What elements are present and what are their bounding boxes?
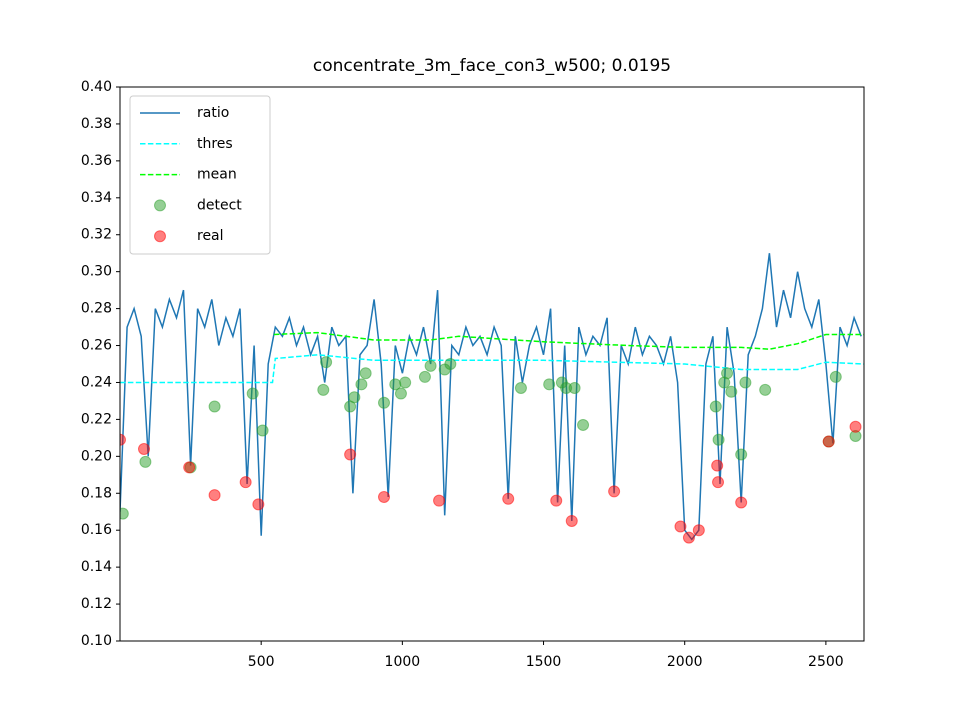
point-real xyxy=(712,476,725,489)
point-detect xyxy=(712,433,725,446)
point-real xyxy=(822,435,835,448)
point-detect xyxy=(721,367,734,380)
y-tick-label: 0.30 xyxy=(81,264,112,280)
line-ratio xyxy=(120,253,862,541)
point-detect xyxy=(543,378,556,391)
y-tick-label: 0.26 xyxy=(81,338,112,354)
point-detect xyxy=(568,382,581,395)
legend-box xyxy=(129,95,271,255)
point-real xyxy=(502,492,515,505)
plot-area xyxy=(120,253,864,544)
point-real xyxy=(550,494,563,507)
point-detect xyxy=(577,418,590,431)
point-detect xyxy=(709,400,722,413)
line-mean xyxy=(273,331,864,350)
point-detect xyxy=(424,359,437,372)
point-real xyxy=(120,433,126,446)
y-tick-label: 0.12 xyxy=(81,596,112,612)
y-tick-label: 0.34 xyxy=(81,190,112,206)
point-detect xyxy=(759,383,772,396)
y-tick-label: 0.32 xyxy=(81,227,112,243)
point-detect xyxy=(735,448,748,461)
legend-label: ratio xyxy=(197,105,229,121)
point-real xyxy=(735,496,748,509)
point-detect xyxy=(208,400,221,413)
point-detect xyxy=(256,424,269,437)
point-detect xyxy=(139,455,152,468)
point-detect xyxy=(739,376,752,389)
point-real xyxy=(682,531,695,544)
point-detect xyxy=(246,387,259,400)
point-detect xyxy=(378,396,390,409)
point-detect xyxy=(317,383,330,396)
legend-label: thres xyxy=(197,136,233,152)
x-tick-label: 500 xyxy=(248,654,275,670)
legend-marker xyxy=(154,199,166,212)
point-detect xyxy=(355,378,368,391)
point-detect xyxy=(399,376,412,389)
y-tick-label: 0.36 xyxy=(81,153,112,169)
point-detect xyxy=(394,387,407,400)
point-detect xyxy=(725,385,738,398)
point-real xyxy=(608,485,621,498)
x-tick-label: 1500 xyxy=(526,654,562,670)
y-tick-label: 0.24 xyxy=(81,374,112,390)
point-detect xyxy=(514,382,527,395)
point-detect xyxy=(120,507,129,520)
y-tick-label: 0.22 xyxy=(81,411,112,427)
x-tick-label: 1000 xyxy=(385,654,421,670)
point-real xyxy=(208,489,221,502)
line-thres xyxy=(120,354,864,384)
point-real xyxy=(239,476,252,489)
y-tick-label: 0.14 xyxy=(81,559,112,575)
legend-marker xyxy=(154,230,166,243)
point-real xyxy=(378,490,390,503)
x-tick-label: 2500 xyxy=(808,654,844,670)
y-tick-label: 0.40 xyxy=(81,79,112,95)
point-real xyxy=(252,498,265,511)
y-tick-label: 0.16 xyxy=(81,522,112,538)
point-detect xyxy=(444,358,457,370)
point-real xyxy=(138,442,150,455)
plot-frame xyxy=(119,86,865,642)
point-real xyxy=(692,524,705,537)
chart-title: concentrate_3m_face_con3_w500; 0.0195 xyxy=(313,56,671,76)
legend-label: mean xyxy=(197,167,237,183)
point-detect xyxy=(348,391,361,404)
point-real xyxy=(849,420,862,433)
legend-label: real xyxy=(197,228,224,244)
point-real xyxy=(565,514,578,527)
y-tick-label: 0.38 xyxy=(81,116,112,132)
x-tick-label: 2000 xyxy=(667,654,703,670)
point-real xyxy=(711,459,724,472)
point-real xyxy=(674,520,687,533)
point-real xyxy=(344,448,357,461)
point-detect xyxy=(359,367,372,380)
point-detect xyxy=(320,356,333,369)
point-real xyxy=(183,461,196,474)
y-tick-label: 0.18 xyxy=(81,485,112,501)
y-tick-label: 0.20 xyxy=(81,448,112,464)
legend-label: detect xyxy=(197,197,242,213)
point-real xyxy=(433,494,446,507)
point-detect xyxy=(829,370,842,383)
point-detect xyxy=(418,370,431,383)
y-tick-label: 0.10 xyxy=(81,633,112,649)
y-tick-label: 0.28 xyxy=(81,301,112,317)
